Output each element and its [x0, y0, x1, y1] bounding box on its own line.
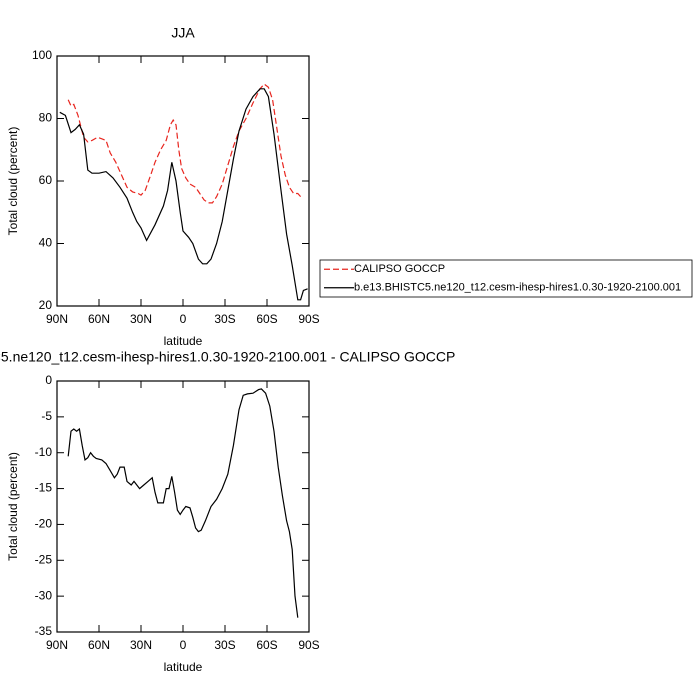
x-tick-label: 90S: [298, 312, 319, 326]
y-tick-label: 0: [45, 373, 52, 387]
x-tick-label: 0: [180, 312, 187, 326]
x-tick-label: 30S: [214, 312, 235, 326]
chart-title: JJA: [171, 25, 195, 41]
x-tick-label: 30N: [130, 638, 152, 652]
y-tick-label: -35: [35, 624, 53, 638]
x-axis-label: latitude: [164, 660, 203, 674]
legend-label: b.e13.BHISTC5.ne120_t12.cesm-ihesp-hires…: [354, 282, 681, 294]
y-tick-label: 60: [39, 173, 53, 187]
y-tick-label: -30: [35, 588, 53, 602]
data-line: [67, 388, 299, 618]
y-tick-label: -25: [35, 552, 53, 566]
x-tick-label: 60S: [256, 638, 277, 652]
x-tick-label: 60N: [88, 638, 110, 652]
x-tick-label: 30S: [214, 638, 235, 652]
data-line: [67, 83, 302, 204]
y-tick-label: -15: [35, 481, 53, 495]
y-tick-label: 20: [39, 298, 53, 312]
x-tick-label: 90S: [298, 638, 319, 652]
chart-title: b.e13.BHISTC5.ne120_t12.cesm-ihesp-hires…: [0, 349, 455, 365]
data-line: [59, 88, 308, 301]
plot-frame: [56, 380, 310, 633]
y-tick-label: 40: [39, 236, 53, 250]
y-axis-label: Total cloud (percent): [6, 452, 20, 561]
y-tick-label: -20: [35, 517, 53, 531]
x-axis-label: latitude: [164, 334, 203, 348]
y-tick-label: -5: [41, 409, 52, 423]
y-axis-label: Total cloud (percent): [6, 127, 20, 236]
x-tick-label: 30N: [130, 312, 152, 326]
x-tick-label: 0: [180, 638, 187, 652]
legend-label: CALIPSO GOCCP: [354, 263, 445, 275]
x-tick-label: 60N: [88, 312, 110, 326]
x-tick-label: 60S: [256, 312, 277, 326]
y-tick-label: 80: [39, 111, 53, 125]
plot-frame: [56, 55, 310, 307]
x-tick-label: 90N: [46, 312, 68, 326]
y-tick-label: -10: [35, 445, 53, 459]
x-tick-label: 90N: [46, 638, 68, 652]
y-tick-label: 100: [32, 48, 52, 62]
legend-box: [319, 259, 693, 298]
